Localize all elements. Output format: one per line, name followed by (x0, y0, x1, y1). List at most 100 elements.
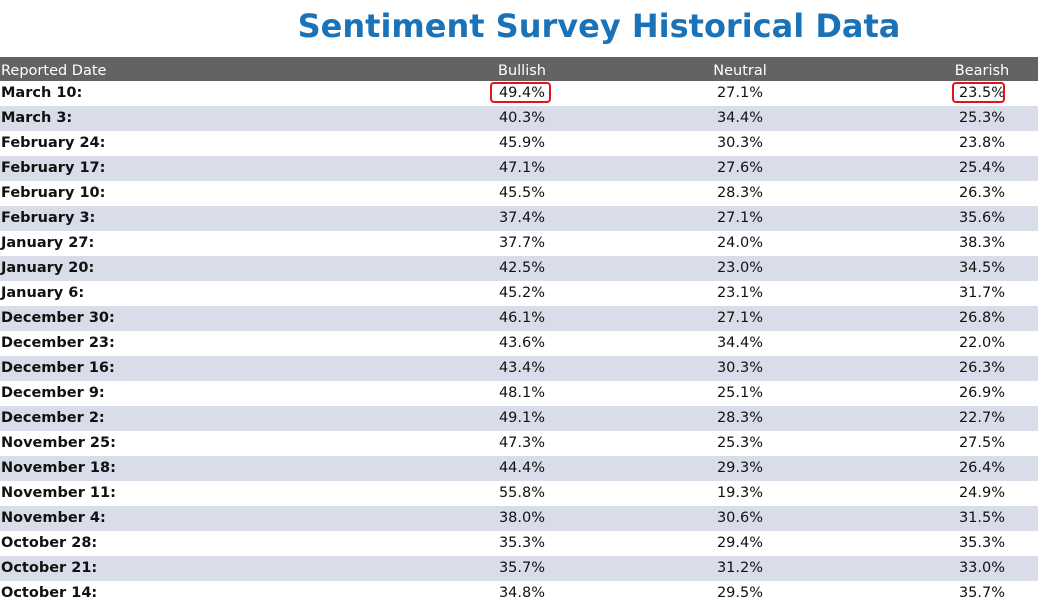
row-date: November 18: (1, 460, 116, 476)
table-row: December 2: 49.1% 28.3% 22.7% (0, 406, 1038, 431)
row-neutral-value: 27.1% (716, 210, 764, 226)
row-bearish-value: 38.3% (958, 235, 1006, 251)
row-neutral-value: 34.4% (716, 110, 764, 126)
row-bullish-value: 48.1% (498, 385, 546, 401)
row-bearish-value: 22.7% (958, 410, 1006, 426)
row-neutral-value: 27.1% (716, 85, 764, 101)
row-bearish-value: 25.3% (958, 110, 1006, 126)
row-neutral-value: 29.4% (716, 535, 764, 551)
row-bearish-value: 26.8% (958, 310, 1006, 326)
row-neutral-value: 29.5% (716, 585, 764, 601)
row-date: November 4: (1, 510, 106, 526)
row-bearish-value: 31.7% (958, 285, 1006, 301)
row-date: February 3: (1, 210, 96, 226)
row-bearish-value: 35.7% (958, 585, 1006, 601)
row-bearish-value: 23.5% (958, 85, 1006, 101)
table-row: October 14: 34.8% 29.5% 35.7% (0, 581, 1038, 606)
row-bearish-value: 31.5% (958, 510, 1006, 526)
row-bullish-value: 35.3% (498, 535, 546, 551)
row-neutral-value: 19.3% (716, 485, 764, 501)
row-bearish-value: 25.4% (958, 160, 1006, 176)
row-neutral-value: 23.1% (716, 285, 764, 301)
table-row: December 16: 43.4% 30.3% 26.3% (0, 356, 1038, 381)
row-date: January 20: (1, 260, 95, 276)
row-bearish-value: 35.3% (958, 535, 1006, 551)
row-date: March 10: (1, 85, 83, 101)
row-bearish-value: 26.3% (958, 360, 1006, 376)
row-bearish-value: 26.9% (958, 385, 1006, 401)
row-date: February 24: (1, 135, 106, 151)
row-neutral-value: 27.6% (716, 160, 764, 176)
row-bullish-value: 44.4% (498, 460, 546, 476)
row-neutral-value: 30.3% (716, 360, 764, 376)
row-bullish-value: 55.8% (498, 485, 546, 501)
row-date: October 21: (1, 560, 98, 576)
table-row: January 20: 42.5% 23.0% 34.5% (0, 256, 1038, 281)
row-date: December 30: (1, 310, 115, 326)
row-date: February 10: (1, 185, 106, 201)
table-row: February 17: 47.1% 27.6% 25.4% (0, 156, 1038, 181)
row-date: December 9: (1, 385, 105, 401)
bearish-highlight-box (952, 82, 1005, 103)
row-neutral-value: 34.4% (716, 335, 764, 351)
row-neutral-value: 29.3% (716, 460, 764, 476)
row-date: March 3: (1, 110, 73, 126)
page-title: Sentiment Survey Historical Data (297, 7, 901, 45)
row-neutral-value: 27.1% (716, 310, 764, 326)
table-row: November 11: 55.8% 19.3% 24.9% (0, 481, 1038, 506)
header-neutral: Neutral (713, 63, 767, 79)
row-bearish-value: 24.9% (958, 485, 1006, 501)
row-bearish-value: 33.0% (958, 560, 1006, 576)
row-bearish-value: 26.4% (958, 460, 1006, 476)
row-bullish-value: 45.2% (498, 285, 546, 301)
table-row: November 25: 47.3% 25.3% 27.5% (0, 431, 1038, 456)
table-row: March 10: 49.4% 27.1% 23.5% (0, 81, 1038, 106)
table-row: January 6: 45.2% 23.1% 31.7% (0, 281, 1038, 306)
row-bullish-value: 43.4% (498, 360, 546, 376)
row-date: December 16: (1, 360, 115, 376)
row-neutral-value: 28.3% (716, 410, 764, 426)
table-row: March 3: 40.3% 34.4% 25.3% (0, 106, 1038, 131)
row-bullish-value: 42.5% (498, 260, 546, 276)
bullish-highlight-box (490, 82, 551, 103)
row-bullish-value: 47.3% (498, 435, 546, 451)
row-bullish-value: 49.4% (498, 85, 546, 101)
header-bearish: Bearish (954, 63, 1010, 79)
row-date: December 2: (1, 410, 105, 426)
row-date: November 25: (1, 435, 116, 451)
row-date: January 6: (1, 285, 85, 301)
header-reported-date: Reported Date (1, 63, 107, 79)
row-bullish-value: 45.9% (498, 135, 546, 151)
row-neutral-value: 31.2% (716, 560, 764, 576)
row-date: December 23: (1, 335, 115, 351)
row-bullish-value: 46.1% (498, 310, 546, 326)
table-row: December 9: 48.1% 25.1% 26.9% (0, 381, 1038, 406)
row-date: October 28: (1, 535, 98, 551)
row-neutral-value: 24.0% (716, 235, 764, 251)
row-bullish-value: 40.3% (498, 110, 546, 126)
row-bullish-value: 37.7% (498, 235, 546, 251)
table-row: November 4: 38.0% 30.6% 31.5% (0, 506, 1038, 531)
table-row: November 18: 44.4% 29.3% 26.4% (0, 456, 1038, 481)
row-neutral-value: 23.0% (716, 260, 764, 276)
row-bullish-value: 49.1% (498, 410, 546, 426)
row-neutral-value: 25.3% (716, 435, 764, 451)
row-neutral-value: 28.3% (716, 185, 764, 201)
row-bullish-value: 35.7% (498, 560, 546, 576)
table-body: March 10: 49.4% 27.1% 23.5% March 3: 40.3% 34.… (0, 81, 1038, 606)
row-date: February 17: (1, 160, 106, 176)
row-bearish-value: 34.5% (958, 260, 1006, 276)
row-bullish-value: 47.1% (498, 160, 546, 176)
row-bearish-value: 22.0% (958, 335, 1006, 351)
table-row: February 24: 45.9% 30.3% 23.8% (0, 131, 1038, 156)
row-bullish-value: 43.6% (498, 335, 546, 351)
row-bullish-value: 34.8% (498, 585, 546, 601)
table-row: February 10: 45.5% 28.3% 26.3% (0, 181, 1038, 206)
row-bullish-value: 38.0% (498, 510, 546, 526)
row-neutral-value: 30.3% (716, 135, 764, 151)
table-header-row: Reported Date Bullish Neutral Bearish (0, 57, 1038, 81)
table-row: December 23: 43.6% 34.4% 22.0% (0, 331, 1038, 356)
row-neutral-value: 30.6% (716, 510, 764, 526)
row-date: October 14: (1, 585, 98, 601)
table-row: January 27: 37.7% 24.0% 38.3% (0, 231, 1038, 256)
